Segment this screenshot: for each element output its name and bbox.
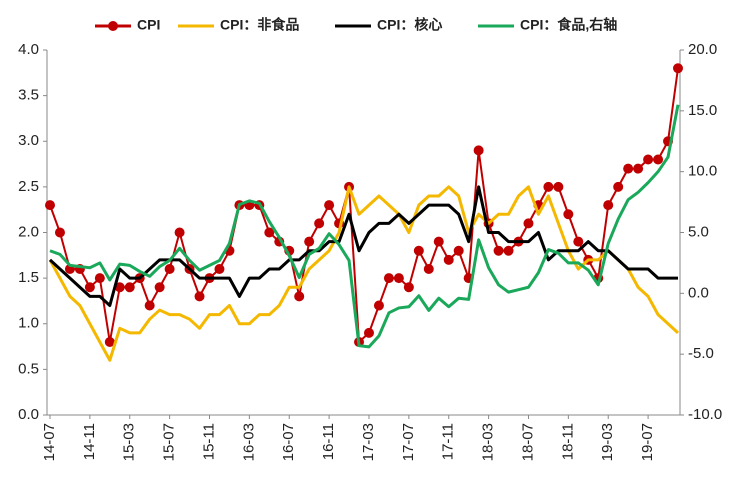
data-point — [473, 145, 484, 156]
x-tick-label: 14-11 — [81, 423, 98, 460]
legend-label: CPI：非食品 — [220, 17, 299, 33]
x-tick-label: 18-11 — [559, 423, 576, 460]
x-tick-label: 17-11 — [440, 423, 457, 460]
series-line — [48, 185, 678, 307]
x-tick-label: 14-07 — [41, 423, 58, 461]
data-point — [154, 282, 165, 293]
x-tick-label: 19-03 — [599, 423, 616, 461]
y2-tick-label: 10.0 — [688, 163, 717, 180]
x-tick-label: 16-11 — [320, 423, 337, 460]
x-tick-label: 15-03 — [121, 423, 138, 461]
data-point — [453, 245, 464, 256]
y-tick-label: 1.5 — [18, 269, 39, 286]
series-line — [49, 104, 680, 349]
y2-tick-label: 15.0 — [688, 102, 717, 119]
x-tick-label: 16-07 — [280, 423, 297, 461]
data-point — [393, 273, 404, 284]
data-point — [523, 218, 534, 229]
x-tick-label: 17-03 — [360, 423, 377, 461]
data-point — [363, 327, 374, 338]
data-point — [613, 181, 624, 192]
y-tick-label: 3.0 — [18, 132, 39, 149]
data-point — [264, 227, 275, 238]
data-point — [94, 273, 105, 284]
data-point — [423, 264, 434, 274]
y-tick-label: 3.5 — [18, 87, 39, 104]
data-point — [573, 236, 584, 247]
data-point — [633, 163, 644, 174]
data-point — [294, 291, 305, 302]
x-tick-label: 19-07 — [639, 423, 656, 461]
y-tick-label: 0.5 — [18, 360, 39, 377]
data-point — [673, 63, 683, 74]
data-point — [383, 273, 394, 284]
data-point — [45, 200, 55, 211]
data-point — [443, 254, 454, 265]
data-point — [493, 245, 504, 256]
y-tick-label: 4.0 — [18, 41, 39, 58]
data-point — [314, 218, 325, 229]
y-tick-label: 2.5 — [18, 178, 39, 195]
data-point — [403, 282, 414, 293]
data-point — [174, 227, 185, 238]
data-point — [503, 245, 514, 256]
y-tick-label: 1.0 — [18, 315, 39, 332]
y2-tick-label: 20.0 — [688, 41, 717, 58]
legend-marker — [108, 21, 118, 31]
data-point — [603, 200, 614, 211]
series-line — [48, 185, 680, 362]
y2-tick-label: 0.0 — [688, 284, 709, 301]
data-point — [304, 236, 315, 247]
y2-tick-label: -5.0 — [688, 345, 714, 362]
series-line — [49, 68, 679, 343]
data-point — [84, 282, 95, 293]
x-tick-label: 15-11 — [200, 423, 217, 460]
data-point — [553, 181, 564, 192]
y2-tick-label: 5.0 — [688, 223, 709, 240]
data-point — [623, 163, 634, 174]
x-tick-label: 16-03 — [240, 423, 257, 461]
x-tick-label: 18-03 — [480, 423, 497, 461]
data-point — [563, 209, 574, 220]
data-point — [413, 245, 424, 256]
y-tick-label: 2.0 — [18, 223, 39, 240]
data-point — [124, 282, 135, 293]
data-point — [114, 282, 125, 293]
data-point — [643, 154, 654, 165]
data-point — [104, 337, 115, 347]
y2-tick-label: -10.0 — [688, 406, 722, 423]
legend-label: CPI：食品,右轴 — [520, 17, 617, 33]
data-point — [653, 154, 664, 165]
data-point — [54, 227, 65, 238]
data-point — [194, 291, 205, 302]
x-tick-label: 17-07 — [400, 423, 417, 461]
data-point — [373, 300, 384, 311]
legend-label: CPI — [137, 17, 160, 33]
data-point — [324, 200, 335, 211]
legend-label: CPI：核心 — [377, 17, 442, 33]
x-tick-label: 15-07 — [161, 423, 178, 461]
x-tick-label: 18-07 — [519, 423, 536, 461]
data-point — [433, 236, 444, 247]
data-point — [144, 300, 155, 311]
data-point — [543, 181, 554, 192]
y-tick-label: 0.0 — [18, 406, 39, 423]
data-point — [214, 264, 225, 274]
data-point — [164, 264, 175, 274]
